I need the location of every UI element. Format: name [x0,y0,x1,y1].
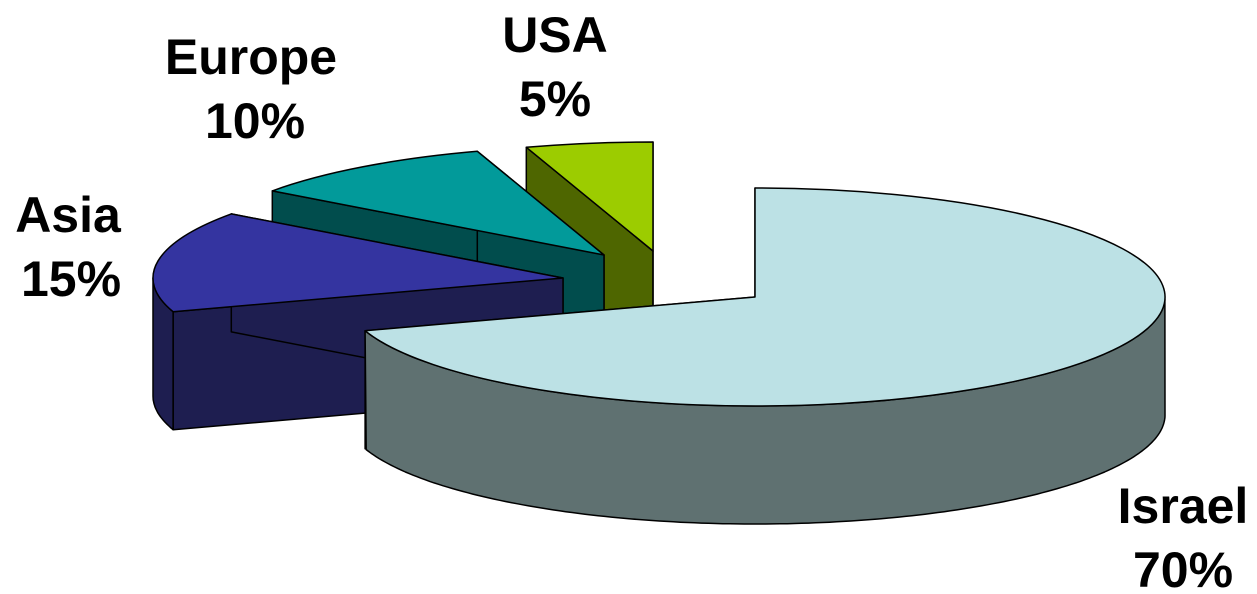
slice-usa [525,141,654,252]
slice-label-asia-name: Asia [15,187,122,243]
slice-europe [271,150,605,256]
slice-label-asia-percent: 15% [21,251,121,307]
slice-label-europe-percent: 10% [205,93,305,149]
slice-label-israel-percent: 70% [1133,542,1233,594]
slice-label-europe-name: Europe [165,29,337,85]
slice-israel [364,187,1166,407]
slice-label-israel-name: Israel [1118,478,1249,534]
slice-asia [152,213,564,313]
slice-label-usa-percent: 5% [519,71,591,127]
slice-label-usa-name: USA [502,7,608,63]
